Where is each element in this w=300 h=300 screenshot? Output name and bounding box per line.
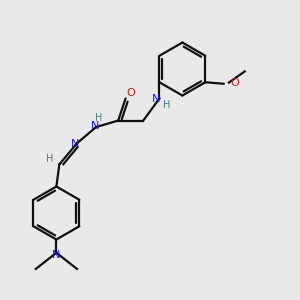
Text: H: H: [95, 113, 103, 123]
Text: N: N: [152, 94, 160, 104]
Text: H: H: [46, 154, 54, 164]
Text: N: N: [92, 121, 100, 131]
Text: O: O: [230, 78, 239, 88]
Text: N: N: [71, 140, 80, 149]
Text: H: H: [163, 100, 170, 110]
Text: N: N: [52, 250, 61, 260]
Text: O: O: [127, 88, 135, 98]
